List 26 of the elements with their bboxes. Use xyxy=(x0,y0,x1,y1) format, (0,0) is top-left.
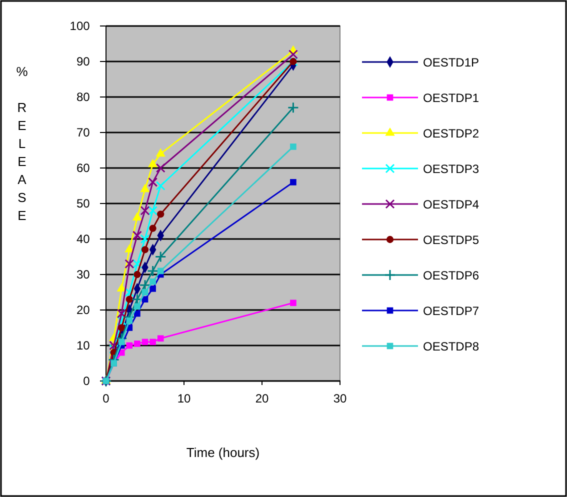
y-tick-label: 70 xyxy=(76,125,90,140)
y-tick-label: 0 xyxy=(83,374,90,388)
legend-label: OESTDP7 xyxy=(423,304,480,318)
legend-label: OESTDP1 xyxy=(423,91,480,105)
x-tick-label: 30 xyxy=(333,391,347,406)
legend-label: OESTDP6 xyxy=(423,268,480,282)
legend-label: OESTD1P xyxy=(423,56,480,70)
legend-label: OESTDP3 xyxy=(423,162,480,176)
y-tick-label: 50 xyxy=(76,196,90,210)
y-tick-label: 20 xyxy=(76,302,90,317)
x-tick-label: 20 xyxy=(255,391,269,406)
legend-label: OESTDP2 xyxy=(423,126,480,140)
y-tick-label: 10 xyxy=(76,338,90,352)
legend-label: OESTDP4 xyxy=(423,198,480,212)
y-tick-label: 80 xyxy=(76,90,90,104)
x-tick-label: 10 xyxy=(177,391,191,406)
legend-label: OESTDP8 xyxy=(423,340,480,354)
x-tick-label: 0 xyxy=(102,391,110,406)
y-tick-label: 30 xyxy=(76,267,90,282)
legend-label: OESTDP5 xyxy=(423,233,480,247)
y-tick-label: 100 xyxy=(70,18,90,33)
x-axis-title: Time (hours) xyxy=(186,445,260,460)
y-tick-label: 40 xyxy=(76,232,90,246)
text: % RELEASE xyxy=(16,64,28,223)
y-tick-label: 60 xyxy=(76,160,90,175)
y-tick-label: 90 xyxy=(76,54,90,68)
